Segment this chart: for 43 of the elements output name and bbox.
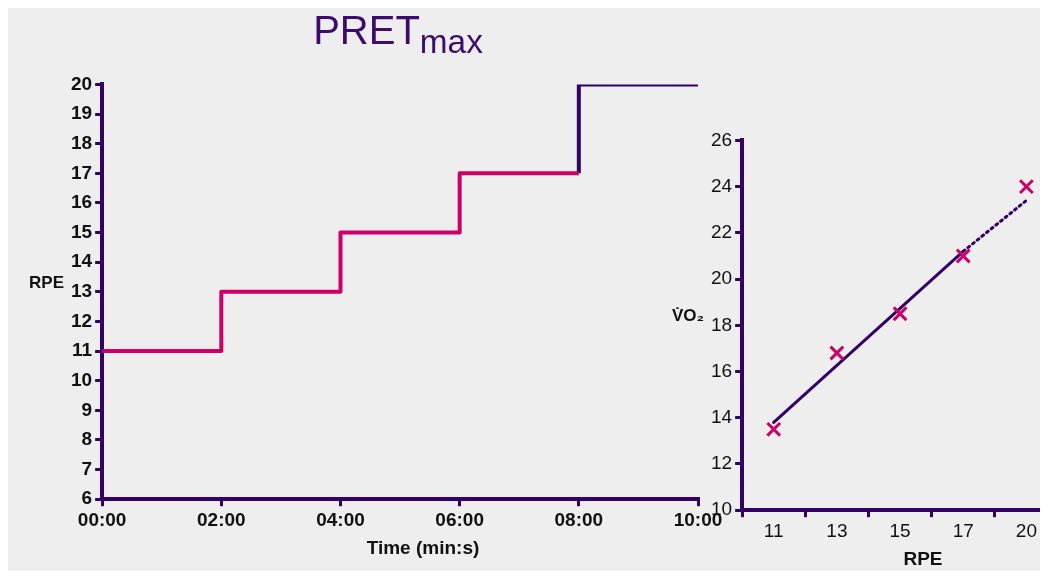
y-tick-label: 18 [710, 313, 733, 335]
y-tick-label: 6 [81, 487, 93, 509]
y-tick-label: 8 [81, 428, 93, 450]
x-tick-label: 11 [763, 519, 784, 541]
x-tick-label: 17 [952, 519, 974, 541]
x-axis-title: RPE [902, 548, 944, 570]
y-tick-label: 14 [710, 405, 733, 427]
x-tick-label: 08:00 [554, 508, 604, 530]
y-axis-title: RPE [28, 272, 64, 293]
point [892, 305, 908, 322]
y-tick-label: 16 [70, 191, 93, 213]
point [829, 345, 845, 361]
y-tick-label: 26 [710, 128, 733, 150]
y-tick-label: 20 [710, 267, 733, 289]
y-tick-label: 17 [70, 161, 93, 183]
point [1018, 178, 1035, 195]
x-tick-label: 00:00 [77, 508, 127, 530]
y-tick-label: 24 [710, 174, 733, 196]
point [765, 421, 782, 438]
y-tick-label: 12 [70, 309, 93, 331]
y-tick-label: 12 [710, 452, 733, 474]
y-tick-label: 14 [70, 250, 93, 272]
y-axis-title: V̇O₂ [670, 306, 704, 326]
y-tick-label: 11 [72, 339, 93, 361]
y-tick-label: 10 [70, 368, 93, 390]
y-tick-label: 22 [710, 221, 733, 243]
x-tick-label: 15 [889, 519, 911, 541]
x-tick-label: 04:00 [316, 508, 365, 530]
y-tick-label: 15 [70, 220, 93, 242]
y-tick-label: 18 [70, 131, 93, 153]
y-tick-label: 9 [81, 398, 93, 420]
y-tick-label: 16 [710, 359, 733, 381]
point [955, 248, 972, 264]
y-tick-label: 13 [70, 280, 93, 302]
y-tick-label: 20 [70, 72, 93, 94]
x-tick-label: 20 [1015, 519, 1037, 541]
x-axis-title: Time (min:s) [365, 537, 481, 559]
y-tick-label: 7 [81, 457, 93, 479]
y-tick-label: 19 [70, 102, 93, 124]
x-tick-label: 06:00 [435, 508, 484, 530]
x-tick-label: 13 [826, 519, 848, 541]
chart-title: PRET$_{max}$ [312, 8, 484, 61]
x-tick-label: 02:00 [197, 508, 246, 530]
